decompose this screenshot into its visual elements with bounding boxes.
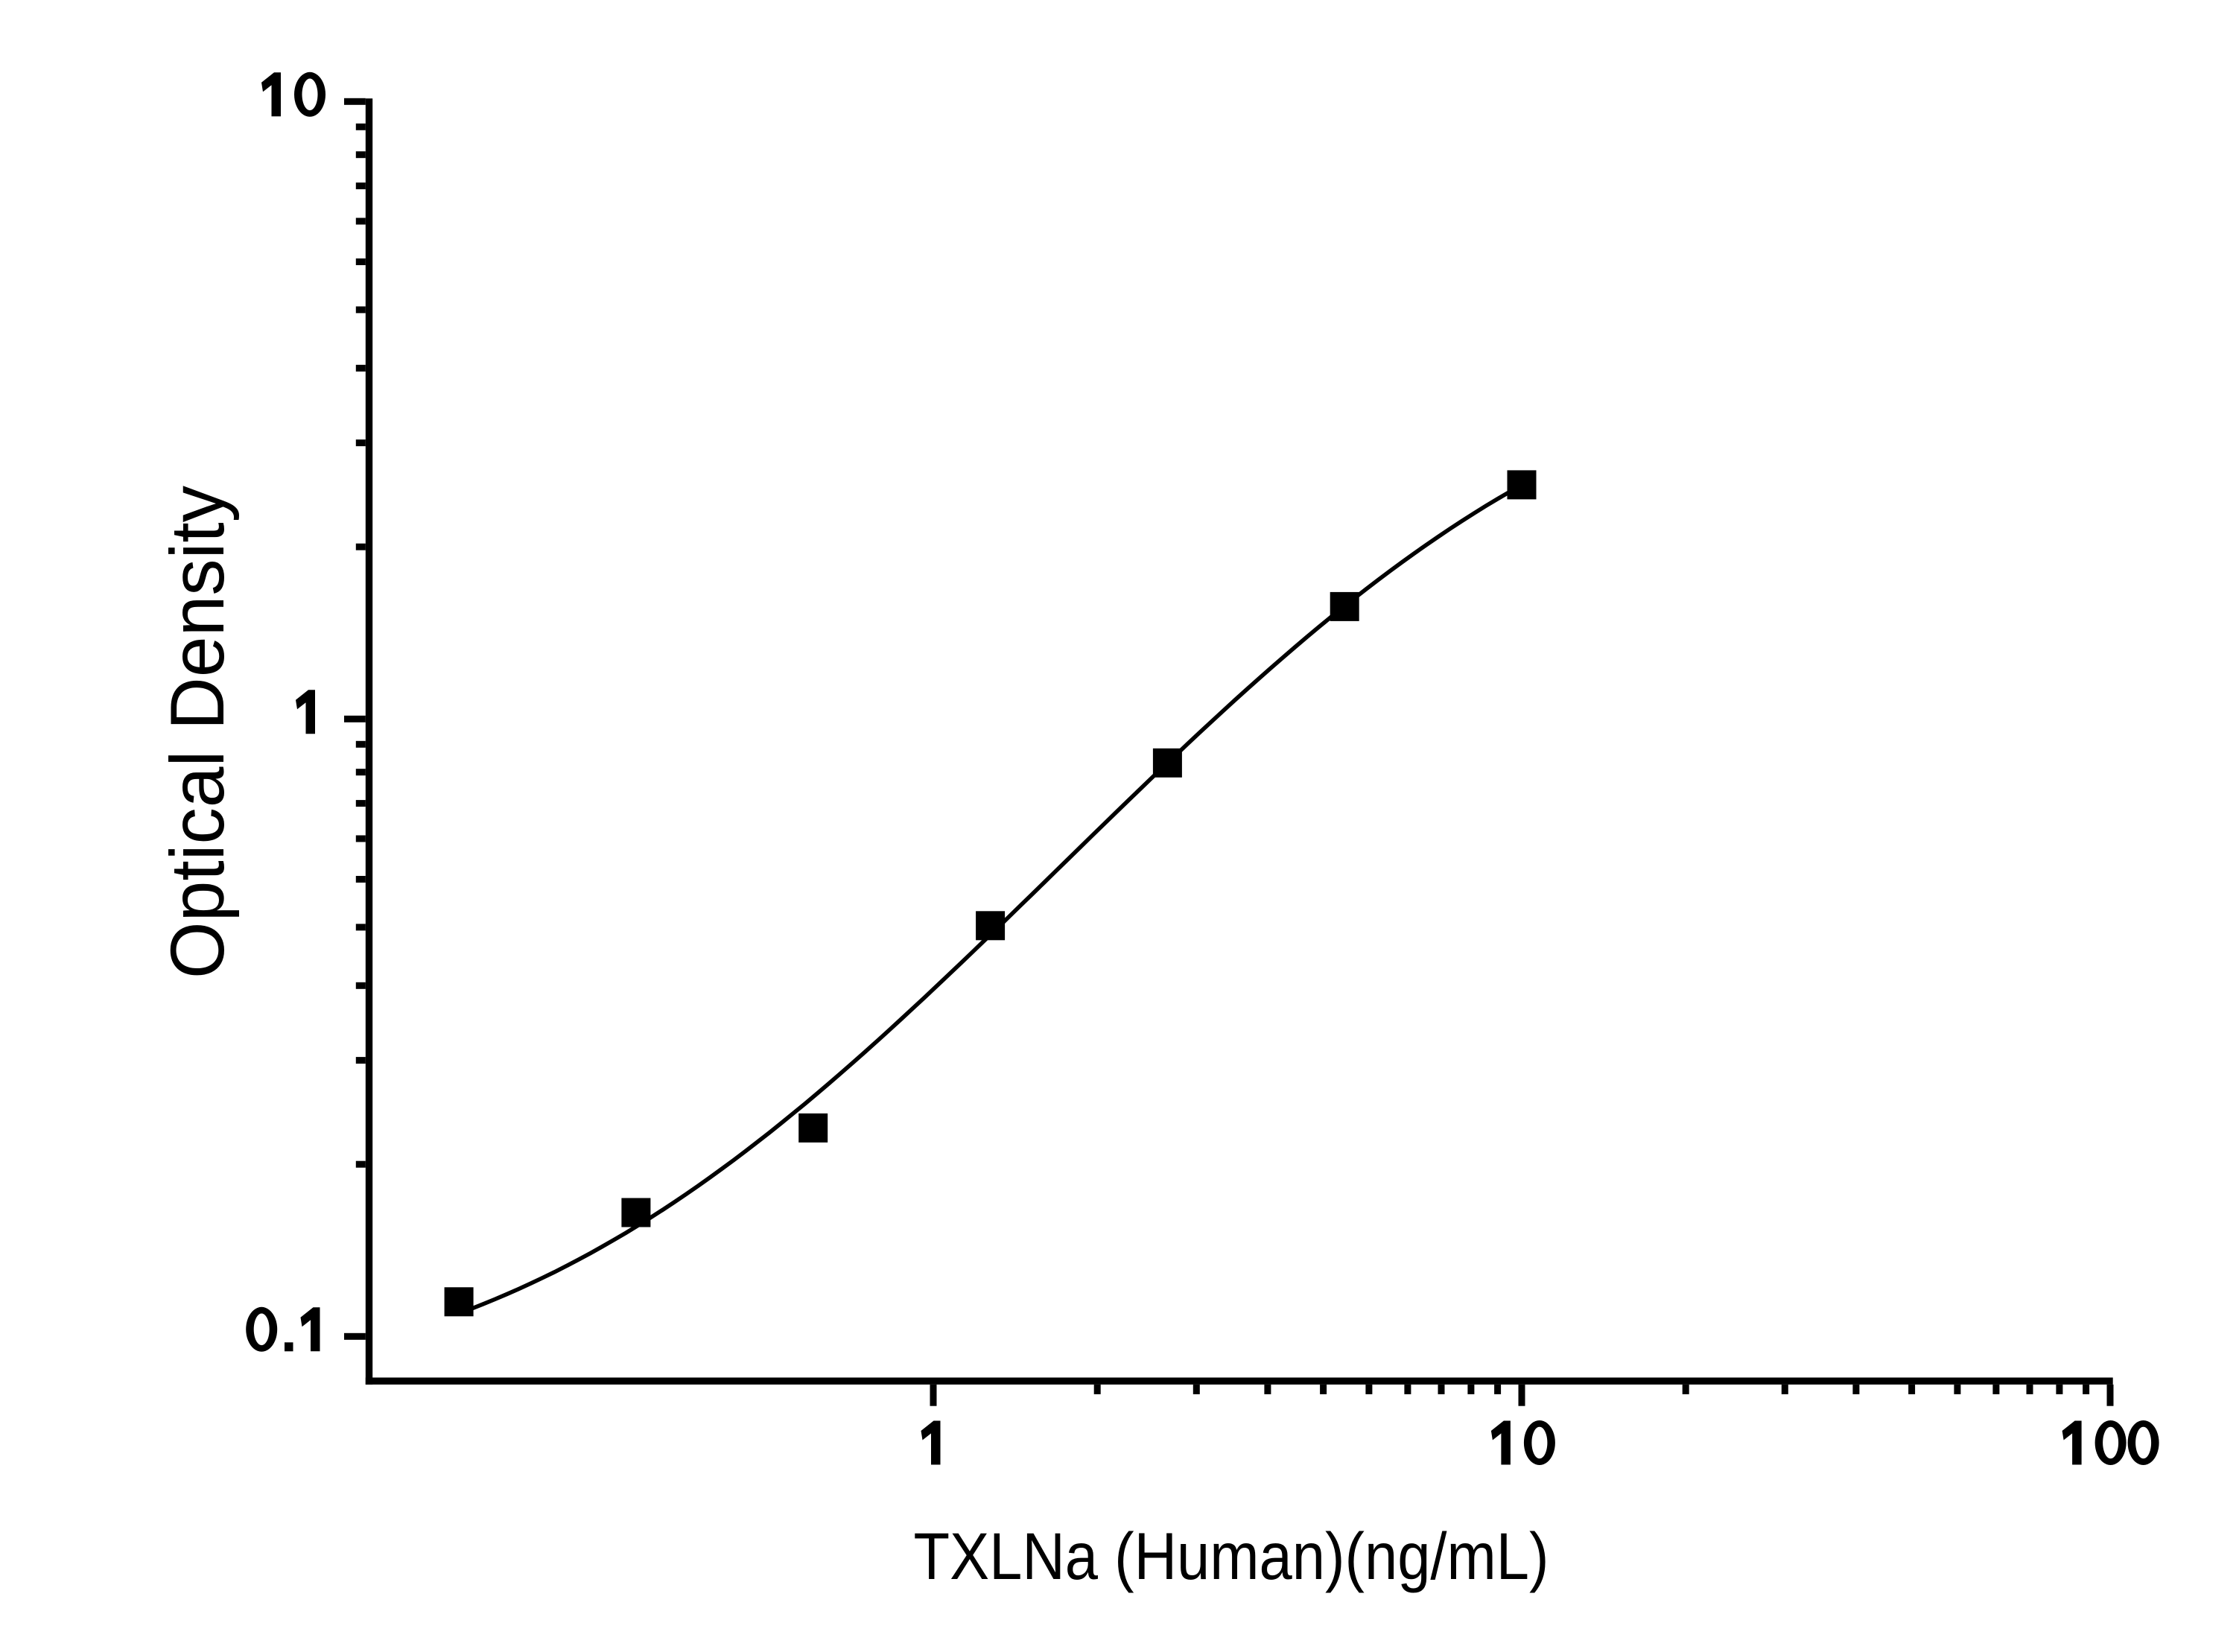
svg-text:Optical Density: Optical Density (155, 486, 240, 979)
svg-text:TXLNa (Human)(ng/mL): TXLNa (Human)(ng/mL) (914, 1519, 1549, 1593)
